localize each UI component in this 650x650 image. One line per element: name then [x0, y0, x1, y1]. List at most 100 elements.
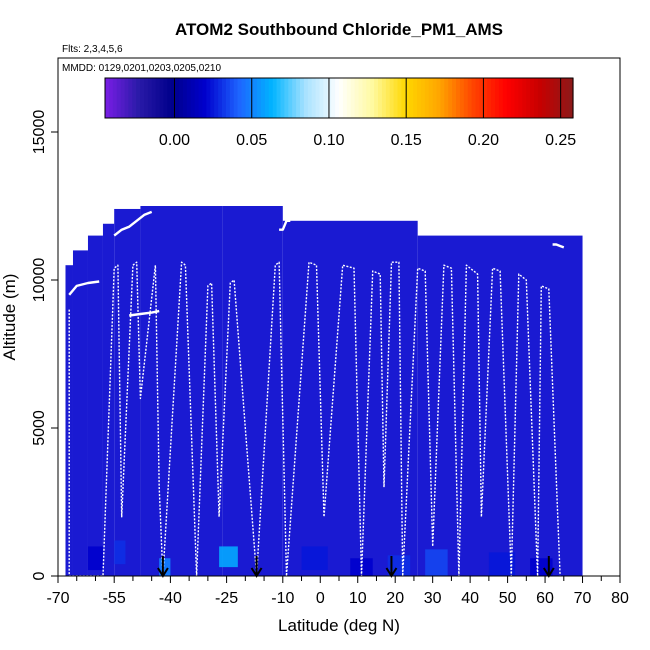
x-tick-label: -25: [215, 590, 238, 607]
colorbar-swatch: [276, 78, 282, 118]
colorbar-swatch: [436, 78, 441, 118]
colorbar-swatch: [233, 78, 239, 118]
concentration-cell: [350, 558, 373, 576]
colorbar-swatch: [502, 78, 508, 118]
colorbar-swatch: [335, 78, 340, 118]
colorbar-swatch: [218, 78, 223, 118]
colorbar-swatch: [413, 78, 418, 118]
x-tick-label: 50: [499, 590, 517, 607]
colorbar-swatch: [463, 78, 469, 118]
colorbar-swatch: [257, 78, 262, 118]
curtain-segment: [65, 265, 73, 576]
x-tick-label: 30: [424, 590, 442, 607]
colorbar-swatch: [370, 78, 375, 118]
x-tick-label: 60: [536, 590, 554, 607]
colorbar-swatch: [397, 78, 402, 118]
colorbar-tick-label: 0.00: [159, 132, 190, 149]
concentration-cell: [219, 546, 238, 568]
track-cruise-e: [552, 243, 565, 249]
chart-title: ATOM2 Southbound Chloride_PM1_AMS: [175, 20, 503, 39]
colorbar-swatch: [186, 78, 192, 118]
colorbar-swatch: [545, 78, 551, 118]
y-axis-label: Altitude (m): [0, 274, 19, 361]
colorbar-swatch: [116, 78, 122, 118]
colorbar-tick-label: 0.20: [468, 132, 499, 149]
colorbar-swatch: [183, 78, 188, 118]
colorbar-swatch: [327, 78, 332, 118]
colorbar-swatch: [128, 78, 133, 118]
highvalue-layer: [87, 540, 553, 576]
track-cruise-d: [279, 219, 291, 231]
colorbar-tick-label: 0.25: [545, 132, 576, 149]
concentration-cell: [425, 549, 448, 576]
colorbar-swatch: [448, 78, 453, 118]
colorbar-swatch: [565, 78, 570, 118]
x-tick-label: 40: [461, 590, 479, 607]
colorbar-swatch: [225, 78, 231, 118]
x-tick-label: 0: [316, 590, 325, 607]
curtain-segment: [114, 208, 141, 576]
flight-track-layer: [68, 210, 565, 577]
colorbar-swatch: [432, 78, 438, 118]
colorbar-swatch: [498, 78, 504, 118]
colorbar-swatch: [151, 78, 157, 118]
x-tick-label: 10: [349, 590, 367, 607]
colorbar-swatch: [222, 78, 227, 118]
colorbar-swatch: [378, 78, 383, 118]
colorbar-swatch: [405, 78, 410, 118]
colorbar-swatch: [171, 78, 176, 118]
y-axis: 0 5000 10000 15000: [31, 110, 58, 580]
colorbar-swatch: [163, 78, 168, 118]
colorbar-tick-label: 0.15: [391, 132, 422, 149]
colorbar-frame: [104, 77, 574, 119]
curtain-segment: [417, 235, 583, 576]
curtain-segment: [222, 206, 283, 576]
colorbar-swatch: [483, 78, 488, 118]
colorbar-swatch: [300, 78, 305, 118]
colorbar-swatch: [331, 78, 336, 118]
colorbar-swatch: [358, 78, 363, 118]
curtain-layer: [65, 206, 583, 577]
colorbar-swatch: [510, 78, 516, 118]
colorbar-swatch: [459, 78, 465, 118]
concentration-cell: [87, 546, 103, 571]
x-tick-label: -40: [159, 590, 182, 607]
curtain-segment: [140, 206, 223, 576]
colorbar-swatch: [506, 78, 512, 118]
colorbar-swatch: [175, 78, 180, 118]
colorbar-swatch: [569, 78, 574, 118]
colorbar-swatch: [292, 78, 297, 118]
track-cruise-a: [68, 280, 100, 296]
y-tick-label: 15000: [31, 110, 48, 155]
colorbar-swatch: [241, 78, 246, 118]
colorbar-swatch: [339, 78, 344, 118]
colorbar-swatch: [522, 78, 527, 118]
x-tick-label: 20: [386, 590, 404, 607]
colorbar-swatch: [362, 78, 367, 118]
colorbar-swatch: [210, 78, 215, 118]
colorbar-swatch: [144, 78, 149, 118]
colorbar-swatch: [549, 78, 555, 118]
x-tick-label: -70: [46, 590, 69, 607]
y-tick-label: 10000: [31, 258, 48, 303]
concentration-cell: [387, 555, 411, 576]
colorbar-swatch: [136, 78, 141, 118]
colorbar-swatch: [296, 78, 301, 118]
colorbar-swatch: [537, 78, 543, 118]
colorbar-swatch: [342, 78, 348, 118]
colorbar-swatch: [167, 78, 172, 118]
concentration-cell: [114, 540, 126, 565]
colorbar-swatch: [514, 78, 519, 118]
x-axis-label: Latitude (deg N): [278, 616, 400, 635]
colorbar-swatch: [206, 78, 211, 118]
colorbar-swatch: [541, 78, 547, 118]
x-tick-label: 80: [611, 590, 629, 607]
colorbar-swatch: [381, 78, 387, 118]
y-tick-label: 0: [31, 571, 48, 580]
colorbar-swatch: [471, 78, 477, 118]
colorbar-swatch: [261, 78, 266, 118]
colorbar-swatch: [385, 78, 391, 118]
colorbar-swatch: [303, 78, 309, 118]
colorbar-swatch: [475, 78, 480, 118]
colorbar-swatch: [284, 78, 289, 118]
